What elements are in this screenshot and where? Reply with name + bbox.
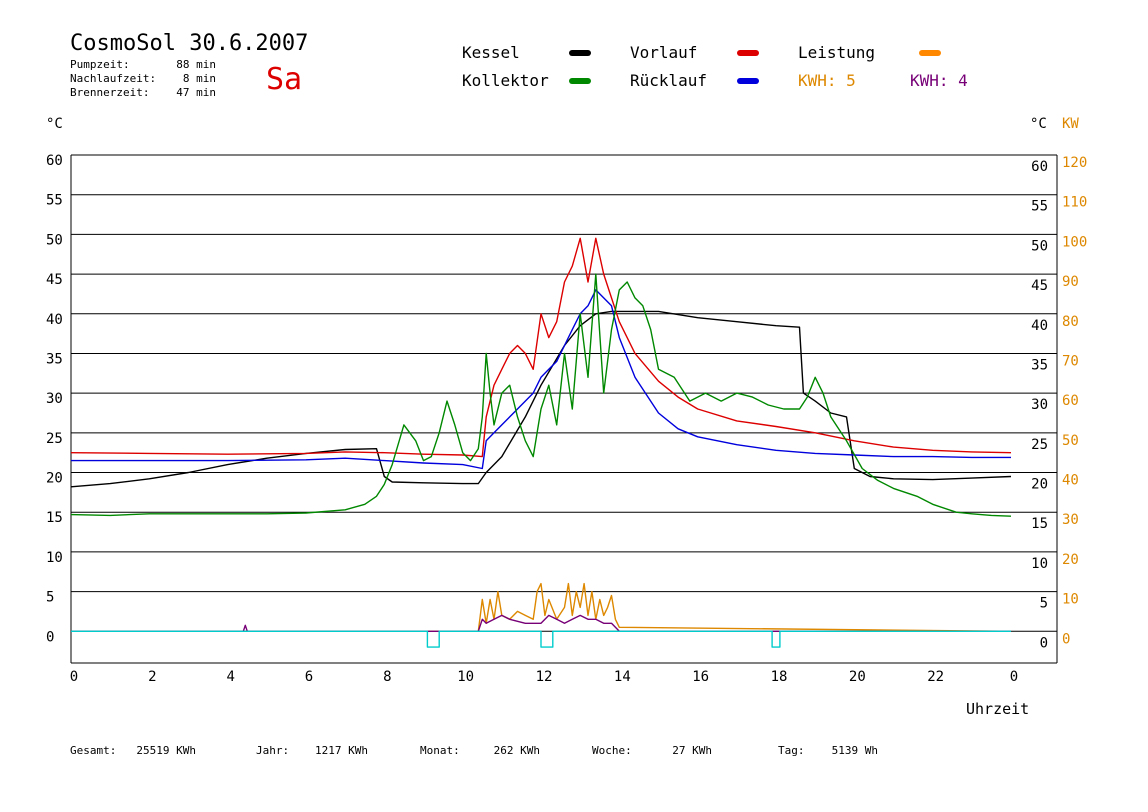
y2-tick-label: 80 <box>1062 314 1079 330</box>
y-tick-label: 30 <box>46 391 63 407</box>
x-tick-label: 16 <box>692 669 709 685</box>
stat-label: Pumpzeit: <box>70 58 130 71</box>
y2-tick-label: 110 <box>1062 195 1087 211</box>
kwh-label: KWH: 5 <box>798 71 856 90</box>
y-right-tick-label: 30 <box>1031 397 1048 413</box>
x-tick-label: 0 <box>1010 669 1018 685</box>
legend-label: Kollektor <box>462 71 549 90</box>
series-line <box>70 237 1012 458</box>
legend-label: Rücklauf <box>630 71 707 90</box>
footer-value: 25519 KWh <box>136 744 196 757</box>
y-right-tick-label: 35 <box>1031 357 1048 373</box>
y-right-tick-label: 5 <box>1040 596 1048 612</box>
series-line <box>71 582 1012 632</box>
x-tick-label: 0 <box>70 669 78 685</box>
stat-value: 88 min <box>176 58 216 71</box>
y2-tick-label: 120 <box>1062 155 1087 171</box>
footer-value: 27 KWh <box>672 744 712 757</box>
y2-tick-label: 20 <box>1062 552 1079 568</box>
y2-tick-label: 100 <box>1062 234 1087 250</box>
footer-label: Monat: <box>420 744 460 757</box>
legend-label: Leistung <box>798 43 875 62</box>
y2-tick-label: 70 <box>1062 353 1079 369</box>
y-tick-label: 5 <box>46 590 54 606</box>
stat-label: Nachlaufzeit: <box>70 72 156 85</box>
series-line <box>70 273 1012 517</box>
y-tick-label: 50 <box>46 232 63 248</box>
y2-tick-label: 10 <box>1062 592 1079 608</box>
x-tick-label: 20 <box>849 669 866 685</box>
stat-value: 47 min <box>176 86 216 99</box>
y-tick-label: 0 <box>46 629 54 645</box>
y-right-tick-label: 10 <box>1031 556 1048 572</box>
y-tick-label: 55 <box>46 193 63 209</box>
x-tick-label: 10 <box>457 669 474 685</box>
x-tick-label: 6 <box>305 669 313 685</box>
y-tick-label: 35 <box>46 351 63 367</box>
kwh-labels: KWH: 5 KWH: 4 <box>798 71 968 90</box>
x-tick-label: 2 <box>148 669 156 685</box>
y-right-tick-label: 50 <box>1031 238 1048 254</box>
footer-label: Tag: <box>778 744 805 757</box>
chart-series <box>70 237 1012 648</box>
x-tick-label: 4 <box>226 669 234 685</box>
y2-tick-label: 40 <box>1062 473 1079 489</box>
legend: Kessel Vorlauf Leistung Kollektor Rücklauf <box>462 43 941 90</box>
series-line <box>71 289 1011 470</box>
y-right-tick-label: 25 <box>1031 437 1048 453</box>
header-stats: Pumpzeit: 88 min Nachlaufzeit: 8 min Brenner… <box>70 58 216 99</box>
footer-value: 262 KWh <box>494 744 540 757</box>
y-right-tick-label: 40 <box>1031 318 1048 334</box>
y-tick-label: 10 <box>46 550 63 566</box>
y-tick-label: 15 <box>46 510 63 526</box>
footer-label: Gesamt: <box>70 744 116 757</box>
right-axis-unit: °C <box>1030 116 1047 132</box>
y-right-tick-label: 45 <box>1031 278 1048 294</box>
footer-totals: Gesamt: 25519 KWh Jahr: 1217 KWh Monat: 262 K… <box>70 744 878 757</box>
footer-value: 1217 KWh <box>315 744 368 757</box>
y-right-tick-label: 0 <box>1040 635 1048 651</box>
series-line <box>71 614 1011 632</box>
x-tick-label: 8 <box>383 669 391 685</box>
legend-label: Vorlauf <box>630 43 697 62</box>
x-tick-label: 12 <box>536 669 553 685</box>
stat-label: Brennerzeit: <box>70 86 149 99</box>
y2-tick-label: 30 <box>1062 512 1079 528</box>
series-line <box>71 630 1011 648</box>
y2-tick-label: 60 <box>1062 393 1079 409</box>
y-tick-label: 60 <box>46 153 63 169</box>
x-tick-label: 14 <box>614 669 631 685</box>
y-right-tick-label: 55 <box>1031 199 1048 215</box>
day-label: Sa <box>266 62 302 97</box>
chart-title: CosmoSol 30.6.2007 <box>70 31 308 56</box>
legend-label: Kessel <box>462 43 520 62</box>
y-tick-label: 20 <box>46 471 63 487</box>
x-axis-label: Uhrzeit <box>966 700 1029 718</box>
footer-label: Woche: <box>592 744 632 757</box>
y-right-tick-label: 15 <box>1031 516 1048 532</box>
y2-tick-label: 50 <box>1062 433 1079 449</box>
y-right-tick-label: 20 <box>1031 477 1048 493</box>
y-tick-label: 45 <box>46 272 63 288</box>
footer-value: 5139 Wh <box>832 744 878 757</box>
y-tick-label: 25 <box>46 431 63 447</box>
chart-grid <box>70 154 1058 664</box>
y-tick-label: 40 <box>46 312 63 328</box>
y2-tick-label: 90 <box>1062 274 1079 290</box>
x-tick-label: 22 <box>927 669 944 685</box>
footer-label: Jahr: <box>256 744 289 757</box>
right-axis-kw-unit: KW <box>1062 116 1079 132</box>
left-axis-unit: °C <box>46 116 63 132</box>
kwh-label: KWH: 4 <box>910 71 968 90</box>
stat-value: 8 min <box>183 72 216 85</box>
y2-tick-label: 0 <box>1062 631 1070 647</box>
x-tick-label: 18 <box>771 669 788 685</box>
y-right-tick-label: 60 <box>1031 159 1048 175</box>
